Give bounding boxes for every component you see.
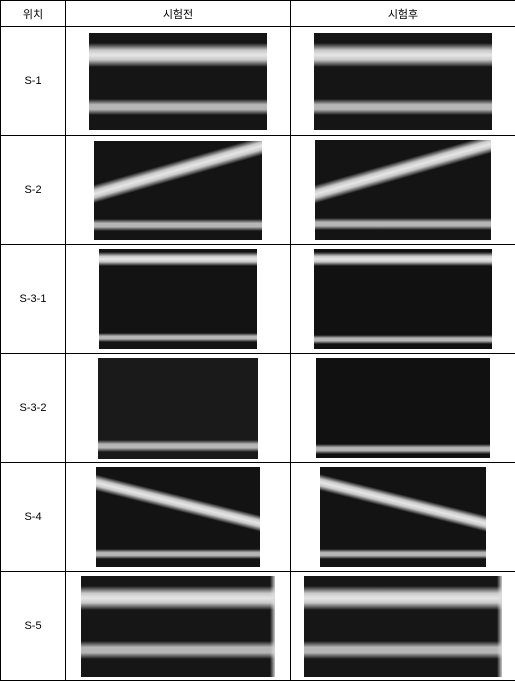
xray-band: [316, 444, 490, 454]
xray-band: [99, 252, 257, 266]
row-label: S-1: [1, 27, 66, 136]
table-header-row: 위치 시험전 시험후: [1, 1, 515, 27]
xray-band: [320, 549, 486, 559]
table-row: S-1: [1, 27, 515, 136]
xray-band: [94, 219, 262, 231]
xray-band: [96, 467, 260, 538]
xray-band: [315, 140, 491, 212]
table-row: S-4: [1, 463, 515, 572]
xray-bright-edge: [270, 576, 275, 677]
cell-before: [66, 27, 291, 136]
xray-band: [81, 641, 275, 659]
table-row: S-3-1: [1, 245, 515, 354]
cell-after: [291, 463, 515, 572]
row-label: S-3-1: [1, 245, 66, 354]
xray-image: [316, 358, 490, 458]
xray-band: [96, 549, 260, 559]
xray-band: [320, 467, 486, 539]
xray-band: [314, 252, 492, 266]
table-row: S-5: [1, 572, 515, 681]
cell-after: [291, 245, 515, 354]
row-label: S-2: [1, 136, 66, 245]
header-after: 시험후: [291, 1, 515, 27]
xray-image: [99, 249, 257, 349]
xray-image: [98, 358, 258, 459]
cell-before: [66, 463, 291, 572]
row-label: S-4: [1, 463, 66, 572]
xray-image: [304, 576, 502, 677]
xray-band: [314, 99, 492, 115]
xray-band: [304, 586, 502, 610]
xray-band: [94, 141, 262, 211]
xray-comparison-table: 위치 시험전 시험후 S-1S-2S-3-1S-3-2S-4S-5: [0, 0, 515, 681]
table-body: S-1S-2S-3-1S-3-2S-4S-5: [1, 27, 515, 681]
xray-band: [89, 99, 267, 115]
row-label: S-3-2: [1, 354, 66, 463]
xray-band: [315, 218, 491, 230]
cell-before: [66, 354, 291, 463]
xray-band: [314, 43, 492, 67]
xray-band: [99, 333, 257, 342]
cell-before: [66, 245, 291, 354]
cell-after: [291, 136, 515, 245]
xray-image: [89, 33, 267, 130]
cell-after: [291, 27, 515, 136]
xray-image: [314, 249, 492, 349]
xray-band: [81, 586, 275, 610]
cell-after: [291, 354, 515, 463]
xray-bright-edge: [497, 576, 502, 677]
xray-image: [94, 141, 262, 240]
xray-image: [320, 467, 486, 567]
xray-band: [314, 335, 492, 344]
header-position: 위치: [1, 1, 66, 27]
xray-image: [81, 576, 275, 677]
xray-band: [89, 43, 267, 67]
row-label: S-5: [1, 572, 66, 681]
table-row: S-2: [1, 136, 515, 245]
cell-before: [66, 572, 291, 681]
cell-before: [66, 136, 291, 245]
cell-after: [291, 572, 515, 681]
header-before: 시험전: [66, 1, 291, 27]
xray-image: [96, 467, 260, 567]
table-row: S-3-2: [1, 354, 515, 463]
xray-band: [98, 440, 258, 452]
xray-band: [304, 641, 502, 659]
xray-image: [315, 140, 491, 240]
xray-image: [314, 33, 492, 130]
